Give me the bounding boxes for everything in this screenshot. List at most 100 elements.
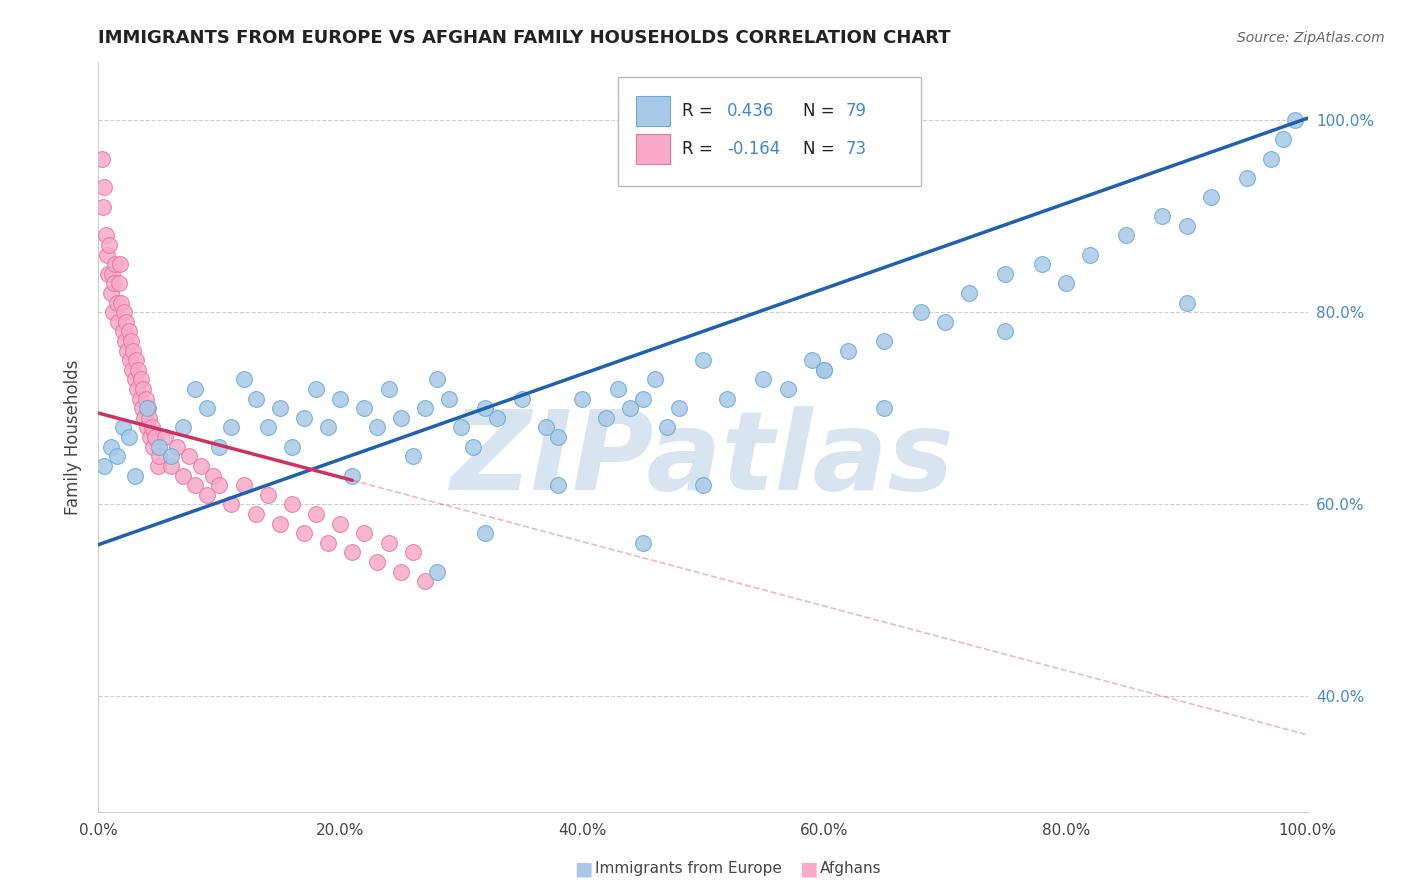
Text: ■: ■ — [799, 859, 818, 879]
Point — [910, 305, 932, 319]
Point — [143, 430, 166, 444]
Point — [111, 325, 134, 339]
Text: R =: R = — [682, 103, 718, 120]
Point — [873, 401, 896, 416]
Point — [122, 343, 145, 358]
Point — [124, 372, 146, 386]
Point — [134, 410, 156, 425]
Point — [957, 285, 980, 300]
Point — [402, 450, 425, 464]
Point — [120, 334, 142, 348]
Point — [474, 401, 496, 416]
Point — [1175, 295, 1198, 310]
Point — [994, 325, 1017, 339]
Point — [195, 488, 218, 502]
Point — [107, 315, 129, 329]
Point — [127, 363, 149, 377]
Point — [269, 516, 291, 531]
Point — [101, 305, 124, 319]
Point — [232, 372, 254, 386]
Text: ■: ■ — [574, 859, 593, 879]
Point — [426, 565, 449, 579]
Point — [342, 545, 364, 559]
Point — [93, 458, 115, 473]
Point — [128, 392, 150, 406]
Point — [692, 478, 714, 492]
Point — [160, 450, 183, 464]
Point — [342, 468, 364, 483]
Point — [631, 535, 654, 549]
Point — [305, 507, 328, 521]
Point — [474, 526, 496, 541]
Text: -0.164: -0.164 — [727, 140, 780, 158]
Text: Afghans: Afghans — [820, 862, 882, 876]
Point — [91, 152, 114, 166]
Point — [305, 382, 328, 396]
Point — [132, 382, 155, 396]
Point — [329, 392, 352, 406]
Point — [1175, 219, 1198, 233]
Point — [534, 420, 557, 434]
FancyBboxPatch shape — [637, 96, 671, 126]
Point — [208, 440, 231, 454]
Point — [148, 440, 170, 454]
Point — [463, 440, 485, 454]
Point — [208, 478, 231, 492]
Point — [125, 353, 148, 368]
Point — [135, 420, 157, 434]
Point — [256, 488, 278, 502]
Point — [1031, 257, 1053, 271]
Point — [450, 420, 472, 434]
Point — [121, 363, 143, 377]
Point — [184, 382, 207, 396]
Point — [776, 382, 799, 396]
Point — [104, 257, 127, 271]
Point — [486, 410, 509, 425]
Point — [389, 410, 412, 425]
FancyBboxPatch shape — [619, 78, 921, 186]
Point — [118, 325, 141, 339]
Point — [103, 277, 125, 291]
Point — [292, 526, 315, 541]
Point — [111, 420, 134, 434]
Point — [108, 257, 131, 271]
Point — [138, 410, 160, 425]
Point — [329, 516, 352, 531]
Point — [136, 401, 159, 416]
Point — [202, 468, 225, 483]
Point — [426, 372, 449, 386]
Point — [366, 555, 388, 569]
Point — [655, 420, 678, 434]
Point — [1272, 132, 1295, 146]
Point — [1078, 247, 1101, 261]
Point — [413, 401, 436, 416]
Point — [1199, 190, 1222, 204]
Point — [146, 458, 169, 473]
Point — [118, 430, 141, 444]
Point — [179, 450, 201, 464]
Point — [256, 420, 278, 434]
Point — [281, 440, 304, 454]
Point — [139, 430, 162, 444]
Point — [142, 440, 165, 454]
Point — [245, 392, 267, 406]
Point — [413, 574, 436, 589]
Point — [571, 392, 593, 406]
Point — [117, 343, 139, 358]
Text: N =: N = — [803, 103, 841, 120]
Point — [221, 420, 243, 434]
Point — [91, 200, 114, 214]
Point — [100, 440, 122, 454]
Point — [127, 382, 149, 396]
Point — [98, 238, 121, 252]
Point — [129, 372, 152, 386]
Point — [353, 526, 375, 541]
Text: IMMIGRANTS FROM EUROPE VS AFGHAN FAMILY HOUSEHOLDS CORRELATION CHART: IMMIGRANTS FROM EUROPE VS AFGHAN FAMILY … — [98, 29, 950, 47]
Point — [316, 420, 339, 434]
Point — [800, 353, 823, 368]
Point — [135, 401, 157, 416]
Point — [994, 267, 1017, 281]
Point — [172, 420, 194, 434]
Point — [1054, 277, 1077, 291]
Point — [1284, 113, 1306, 128]
